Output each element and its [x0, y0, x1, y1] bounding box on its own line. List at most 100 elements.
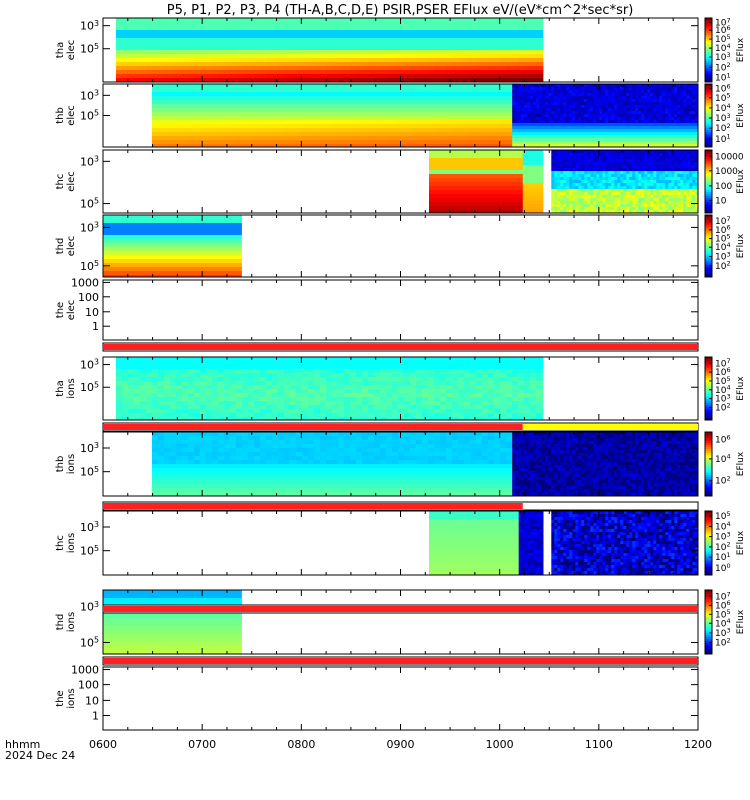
spectrogram-cell [551, 171, 555, 175]
spectrogram-cell [392, 62, 399, 67]
spectrogram-cell [572, 201, 576, 205]
spectrogram-cell [494, 46, 501, 51]
spectrogram-cell [590, 102, 594, 106]
spectrogram-cell [593, 114, 597, 118]
spectrogram-cell [193, 124, 201, 129]
spectrogram-cell [599, 198, 603, 202]
colorbar-swatch [705, 132, 712, 135]
spectrogram-cell [248, 46, 255, 51]
spectrogram-cell [404, 70, 411, 75]
spectrogram-cell [469, 128, 477, 133]
spectrogram-cell [689, 120, 693, 124]
spectrogram-cell [140, 38, 147, 43]
spectrogram-cell [488, 38, 495, 43]
spectrogram-cell [392, 30, 399, 35]
spectrogram-cell [507, 158, 514, 163]
spectrogram-cell [350, 18, 357, 23]
spectrogram-cell [659, 132, 663, 136]
spectrogram-cell [205, 128, 213, 133]
spectrogram-cell [539, 108, 543, 112]
spectrogram-cell [253, 132, 261, 137]
spectrogram-cell [459, 154, 466, 159]
spectrogram-cell [447, 178, 454, 183]
spectrogram-cell [524, 30, 531, 35]
spectrogram-cell [301, 104, 309, 109]
spectrogram-cell [659, 189, 663, 193]
spectrogram-cell [551, 120, 555, 124]
spectrogram-cell [404, 54, 411, 59]
spectrogram-cell [530, 54, 537, 59]
spectrogram-cell [307, 88, 315, 93]
spectrogram-cell [581, 120, 585, 124]
spectrogram-cell [247, 136, 255, 141]
spectrogram-cell [302, 70, 309, 75]
spectrogram-cell [584, 126, 588, 130]
spectrogram-cell [537, 204, 542, 208]
spectrogram-cell [325, 100, 333, 105]
spectrogram-cell [421, 88, 429, 93]
spectrogram-cell [605, 162, 609, 166]
spectrogram-cell [572, 180, 576, 184]
spectrogram-cell [569, 195, 573, 199]
spectrogram-cell [551, 150, 555, 154]
spectrogram-cell [626, 183, 630, 187]
spectrogram-cell [551, 162, 555, 166]
spectrogram-cell [447, 170, 454, 175]
spectrogram-cell [429, 150, 436, 155]
spectrogram-cell [163, 88, 171, 93]
spectrogram-cell [534, 210, 539, 214]
spectrogram-cell [656, 117, 660, 121]
spectrogram-cell [644, 192, 648, 196]
spectrogram-cell [566, 126, 570, 130]
spectrogram-cell [641, 99, 645, 103]
spectrogram-cell [647, 129, 651, 133]
spectrogram-cell [433, 120, 441, 125]
spectrogram-cell [439, 96, 447, 101]
spectrogram-cell [692, 138, 696, 142]
spectrogram-cell [265, 120, 273, 125]
spectrogram-cell [653, 138, 657, 142]
spectrogram-cell [668, 111, 672, 115]
spectrogram-cell [122, 78, 129, 83]
spectrogram-cell [677, 204, 681, 208]
spectrogram-cell [278, 62, 285, 67]
spectrogram-cell [653, 180, 657, 184]
spectrogram-cell [620, 84, 624, 88]
spectrogram-cell [512, 54, 519, 59]
spectrogram-cell [447, 182, 454, 187]
spectrogram-cell [638, 189, 642, 193]
spectrogram-cell [653, 129, 657, 133]
spectrogram-cell [659, 153, 663, 157]
spectrogram-cell [519, 174, 524, 179]
spectrogram-cell [290, 62, 297, 67]
spectrogram-cell [614, 120, 618, 124]
spectrogram-cell [611, 99, 615, 103]
spectrogram-cell [602, 111, 606, 115]
colorbar-swatch [705, 115, 712, 118]
spectrogram-cell [563, 177, 567, 181]
spectrogram-cell [566, 96, 570, 100]
spectrogram-cell [620, 165, 624, 169]
spectrogram-cell [593, 171, 597, 175]
spectrogram-cell [163, 116, 171, 121]
spectrogram-cell [671, 132, 675, 136]
spectrogram-cell [656, 120, 660, 124]
spectrogram-cell [626, 132, 630, 136]
spectrogram-cell [527, 117, 531, 121]
spectrogram-cell [471, 206, 478, 211]
spectrogram-cell [277, 128, 285, 133]
spectrogram-cell [683, 90, 687, 94]
spectrogram-cell [560, 207, 564, 211]
spectrogram-cell [157, 88, 165, 93]
spectrogram-cell [629, 162, 633, 166]
spectrogram-cell [557, 192, 561, 196]
spectrogram-cell [650, 105, 654, 109]
spectrogram-cell [683, 150, 687, 154]
spectrogram-cell [253, 104, 261, 109]
spectrogram-cell [545, 144, 549, 148]
spectrogram-cell [278, 78, 285, 83]
spectrogram-cell [638, 204, 642, 208]
spectrogram-cell [695, 126, 699, 130]
spectrogram-cell [530, 123, 534, 127]
spectrogram-cell [557, 144, 561, 148]
